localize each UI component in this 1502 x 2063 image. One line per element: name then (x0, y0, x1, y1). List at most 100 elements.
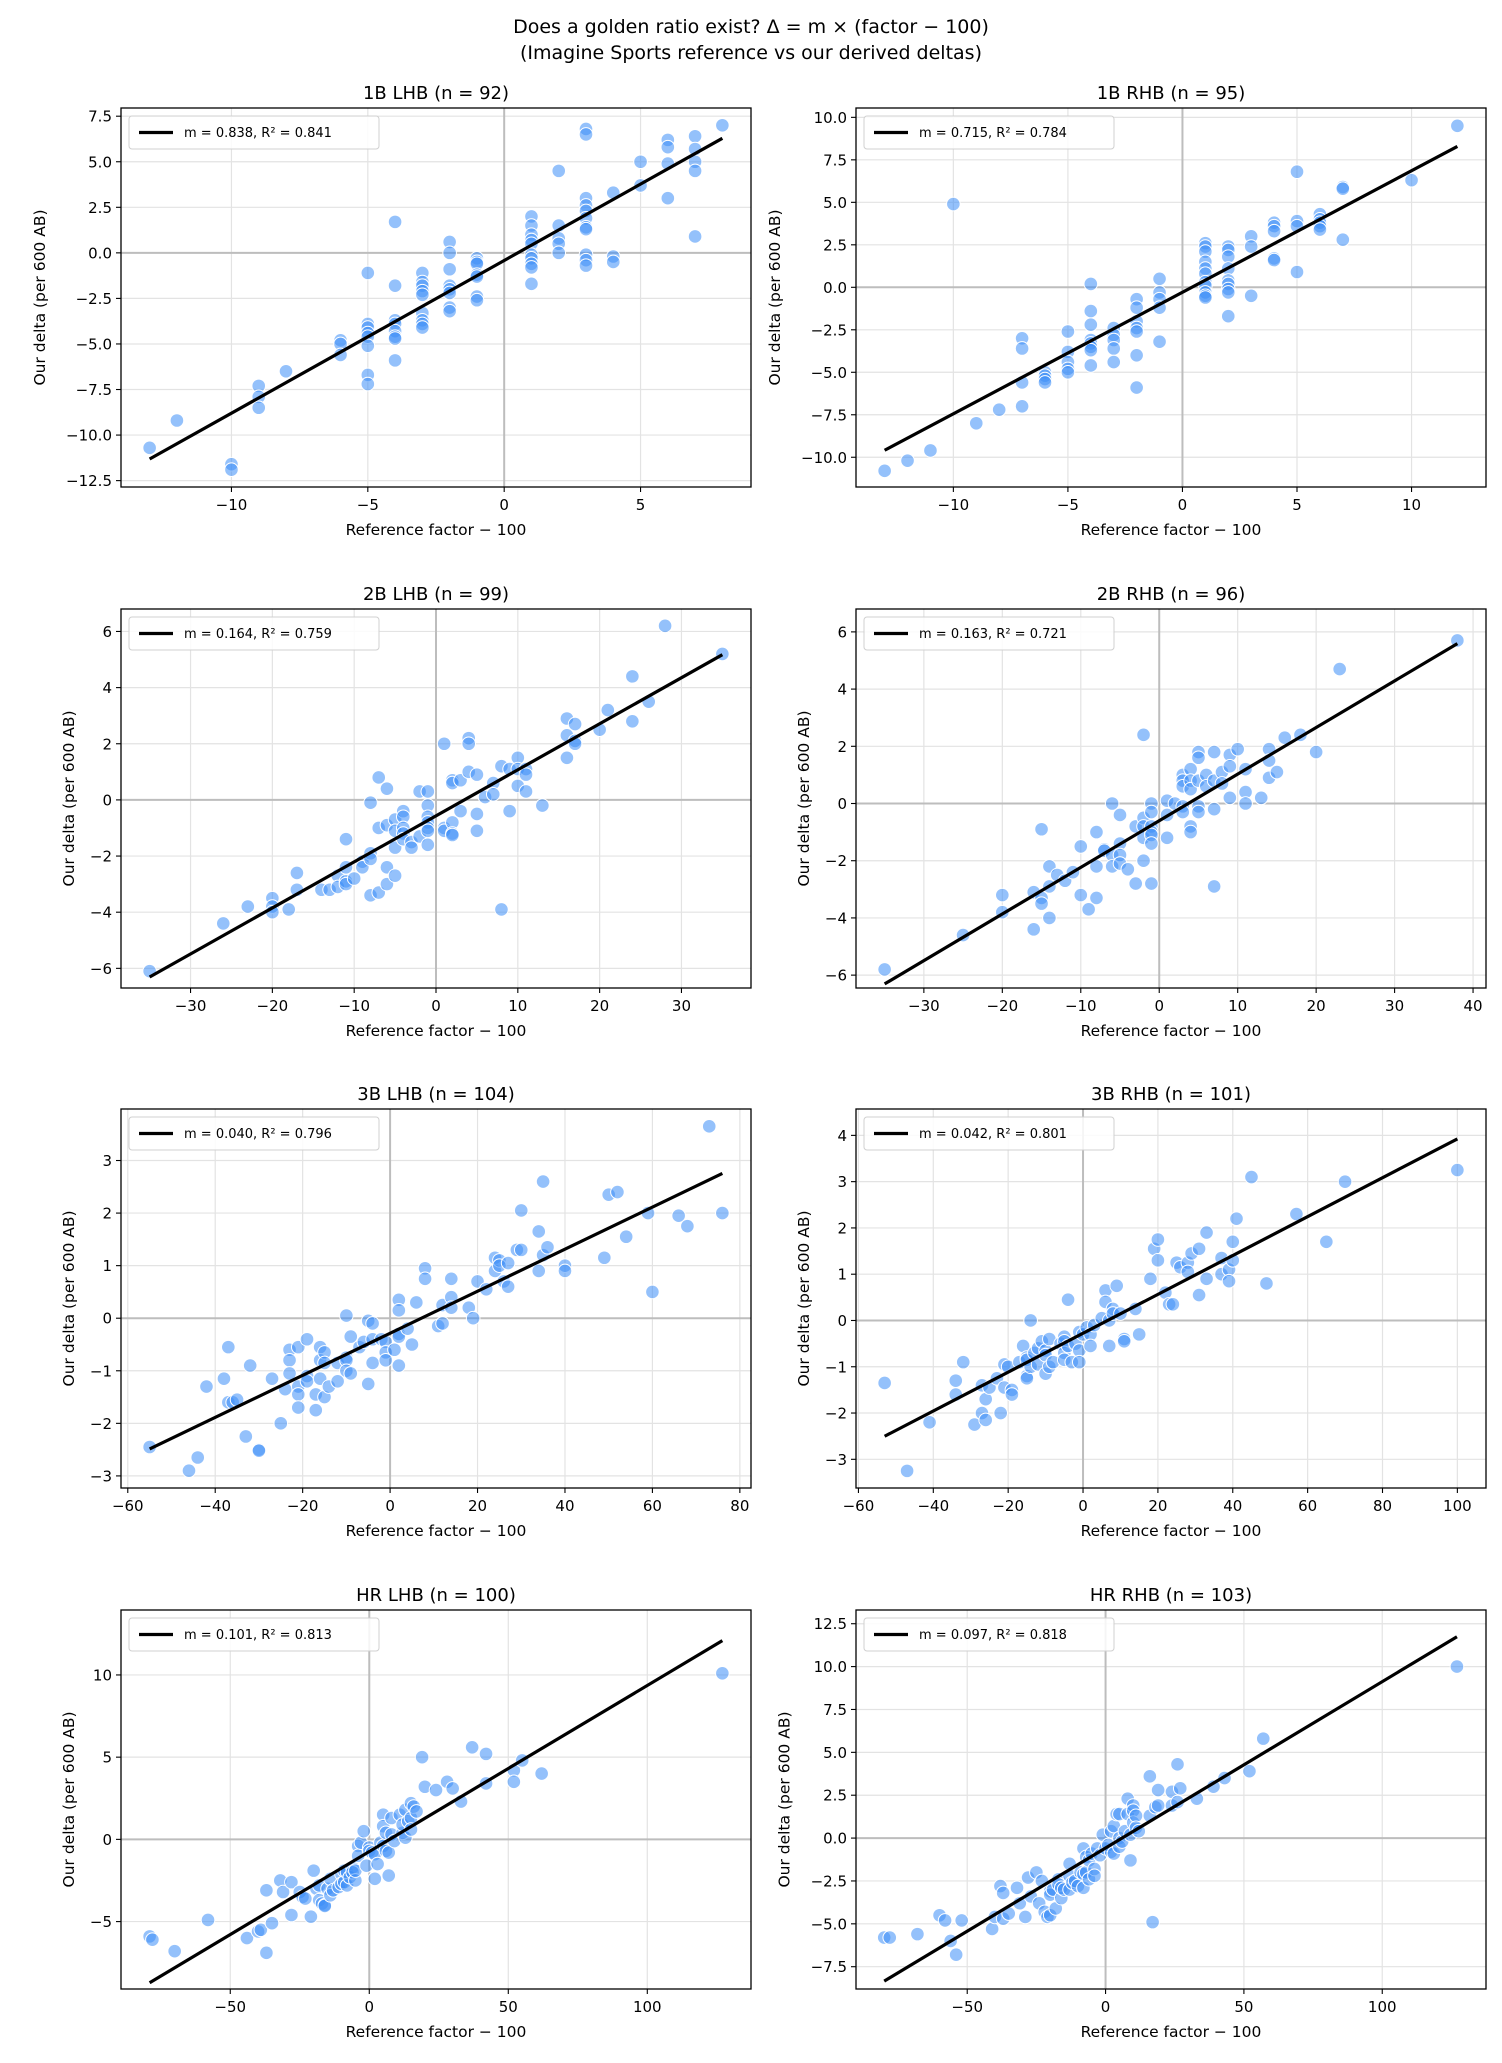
legend-box (128, 115, 380, 150)
data-point (1004, 1387, 1020, 1402)
x-tick-label: 80 (730, 1497, 749, 1515)
data-point (984, 1921, 1000, 1937)
y-tick-label: −12.5 (66, 472, 112, 490)
x-tick-label: −20 (287, 1497, 319, 1515)
data-point (1191, 1287, 1207, 1303)
plot-area (856, 1109, 1486, 1488)
data-point (1229, 1211, 1244, 1226)
data-point (1289, 264, 1305, 280)
data-point (1144, 804, 1159, 820)
x-tick-label: 0 (1154, 997, 1164, 1015)
subplot: −10 −5 0 5 10 −10.0 −7.5 −5.0 −2.5 0.0 2.5 5.0 7.5 10… (766, 83, 1487, 539)
x-tick-label: −40 (917, 1497, 949, 1515)
data-point (715, 1666, 730, 1681)
data-point (948, 1373, 964, 1388)
data-point (687, 229, 703, 244)
legend: m = 0.097, R² = 0.818 (863, 1617, 1115, 1652)
data-point (671, 1208, 686, 1224)
data-point (900, 453, 915, 468)
data-point (1034, 896, 1049, 911)
x-tick-label: −10 (216, 496, 248, 514)
data-point (299, 1331, 315, 1347)
data-point (899, 1463, 915, 1479)
data-point (1255, 1731, 1271, 1746)
legend-box (128, 1116, 380, 1151)
data-point (1150, 1798, 1166, 1813)
data-point (633, 154, 648, 170)
data-point (1404, 172, 1419, 188)
data-point (600, 702, 616, 718)
axes-frame (120, 1108, 752, 1489)
x-axis-label: Reference factor − 100 (346, 521, 527, 539)
fit-line (148, 1172, 724, 1451)
data-point (1191, 750, 1206, 766)
data-point (289, 865, 305, 881)
x-tick-label: 0 (431, 997, 441, 1015)
subplot-title: 1B LHB (n = 92) (363, 83, 509, 104)
data-point (578, 258, 594, 273)
y-tick-label: 1 (837, 1266, 847, 1284)
data-point (485, 786, 501, 802)
data-point (625, 713, 640, 729)
data-point (567, 716, 583, 732)
data-point (1083, 342, 1099, 358)
y-tick-label: −2 (90, 848, 112, 866)
x-tick-label: −30 (175, 997, 207, 1015)
legend: m = 0.163, R² = 0.721 (863, 616, 1115, 651)
data-point (557, 1263, 573, 1279)
data-point (1081, 902, 1096, 917)
y-axis-label: Our delta (per 600 AB) (766, 209, 784, 385)
y-tick-label: 4 (102, 679, 112, 697)
y-axis-label: Our delta (per 600 AB) (776, 1711, 794, 1887)
data-point (877, 1375, 892, 1391)
data-point (290, 1387, 306, 1402)
data-point (251, 400, 267, 416)
data-point (363, 795, 378, 811)
data-point (1243, 239, 1259, 254)
data-point (1112, 807, 1128, 823)
data-point (453, 803, 468, 819)
x-tick-label: −5 (1057, 496, 1079, 514)
legend-label: m = 0.101, R² = 0.813 (184, 1628, 332, 1643)
x-tick-label: 10 (1228, 997, 1247, 1015)
data-point (240, 899, 256, 914)
data-point (1319, 1234, 1334, 1250)
data-point (461, 736, 477, 752)
data-point (442, 245, 457, 261)
y-tick-label: 12.5 (814, 1615, 847, 1633)
y-tick-label: 7.5 (88, 108, 112, 126)
data-point (1034, 821, 1049, 837)
x-tick-label: 100 (1443, 1497, 1472, 1515)
axes-frame (120, 107, 752, 488)
subplot-title: 3B RHB (n = 101) (1091, 1084, 1251, 1105)
figure-title-line2: (Imagine Sports reference vs our derived… (520, 42, 982, 64)
x-tick-label: −20 (992, 1497, 1024, 1515)
data-point (1083, 276, 1099, 292)
data-point (417, 1271, 433, 1287)
data-point (1083, 317, 1099, 332)
data-point (281, 902, 297, 917)
data-point (404, 1337, 420, 1352)
data-point (993, 1405, 1008, 1421)
legend-label: m = 0.097, R² = 0.818 (919, 1628, 1067, 1643)
y-tick-label: 0 (102, 791, 112, 809)
x-tick-label: −20 (257, 997, 289, 1015)
data-point (387, 331, 403, 346)
data-point (379, 781, 395, 796)
legend-box (128, 616, 380, 651)
data-point (200, 1912, 216, 1928)
data-point (365, 1355, 380, 1371)
data-point (1221, 1273, 1237, 1289)
data-point (1106, 354, 1122, 370)
data-point (216, 1371, 232, 1386)
data-point (264, 1371, 280, 1386)
x-tick-label: 10 (508, 997, 527, 1015)
data-point (1225, 1234, 1241, 1250)
data-point (1266, 223, 1282, 239)
data-point (923, 443, 938, 458)
y-tick-label: −6 (90, 960, 112, 978)
legend-box (863, 115, 1115, 150)
data-point (605, 254, 621, 270)
legend-label: m = 0.042, R² = 0.801 (919, 1127, 1067, 1142)
